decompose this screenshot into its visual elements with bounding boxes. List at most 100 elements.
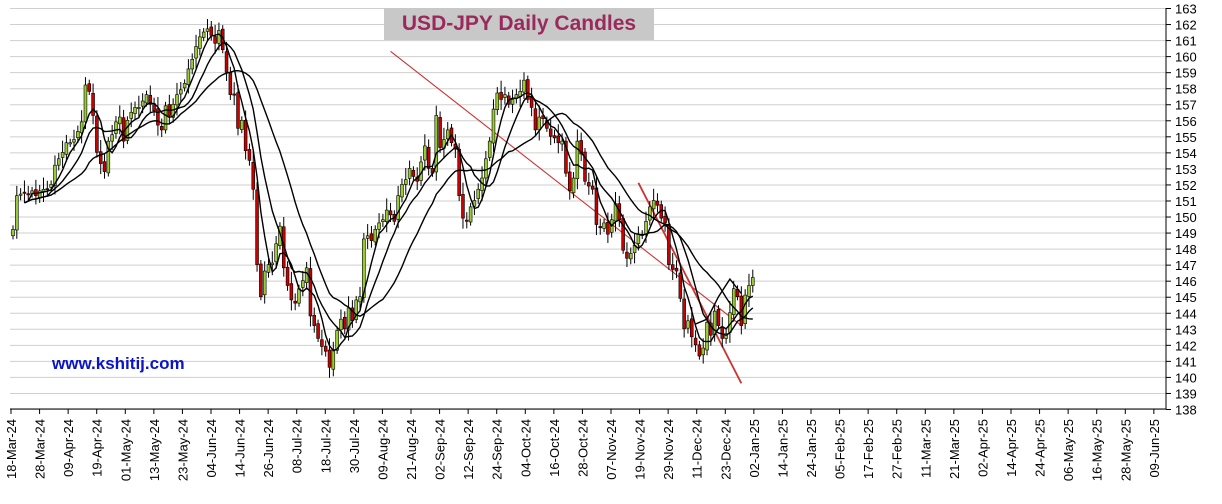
y-tick-label: 157 [1175,98,1197,113]
y-tick-label: 149 [1175,226,1197,241]
y-tick-label: 140 [1175,370,1197,385]
x-tick-label: 26-Jun-24 [261,419,276,478]
candle-down [564,140,568,174]
candle-up [270,262,275,265]
x-tick-label: 21-Mar-25 [947,419,962,479]
candle-down [667,223,671,265]
candle-down [670,264,675,270]
candle-down [579,140,583,155]
candle-down [22,191,27,194]
candle-down [98,151,103,164]
candle-down [285,266,290,286]
long-downtrend-line [390,50,742,327]
candle-down [682,298,686,330]
candle-up [743,294,747,324]
candle-up [731,288,736,315]
watermark-url: www.kshitij.com [52,354,185,373]
x-tick-label: 28-May-25 [1118,419,1133,481]
x-tick-label: 19-Apr-24 [90,419,105,477]
candle-up [129,111,133,119]
candle-up [15,195,19,231]
candle-up [510,99,515,105]
candle-up [751,277,755,286]
candle-up [476,188,480,199]
candle-down [529,97,534,108]
candle-down [259,263,263,298]
candle-up [68,142,72,145]
y-tick-label: 150 [1175,210,1197,225]
candle-down [567,171,572,192]
x-tick-label: 04-Jun-24 [204,419,219,478]
candle-up [335,330,339,351]
x-tick-label: 28-Oct-24 [575,419,590,477]
candle-up [83,84,88,123]
candle-down [625,251,629,259]
x-tick-label: 11-Dec-24 [690,419,705,479]
x-tick-label: 16-Oct-24 [547,419,562,477]
candle-down [213,36,217,44]
x-tick-label: 06-May-25 [1061,419,1076,481]
candle-down [598,226,603,229]
candle-down [655,200,660,206]
candle-up [602,222,606,229]
y-tick-label: 147 [1175,258,1197,273]
candle-up [198,36,202,49]
candle-down [209,26,214,36]
y-tick-label: 162 [1175,18,1197,33]
candle-down [26,193,31,196]
y-tick-label: 144 [1175,306,1197,321]
moving-average-10 [24,42,754,339]
candle-up [747,285,751,297]
y-tick-label: 152 [1175,178,1197,193]
candle-down [587,182,591,187]
candle-down [255,189,259,265]
x-tick-label: 09-Jun-25 [1147,419,1162,478]
x-tick-label: 28-Mar-24 [33,419,48,479]
candle-up [79,121,84,134]
candle-up [37,190,42,198]
y-tick-label: 161 [1175,34,1197,49]
x-tick-label: 14-Jun-24 [233,419,248,478]
y-tick-label: 151 [1175,194,1197,209]
y-tick-label: 141 [1175,354,1197,369]
candle-up [175,94,179,106]
x-tick-label: 29-Nov-24 [661,419,676,480]
candle-up [262,270,267,296]
candle-up [201,31,206,38]
candle-down [148,94,153,105]
candle-down [312,315,317,326]
x-tick-label: 24-Apr-25 [1033,419,1048,477]
x-tick-label: 02-Sep-24 [433,419,448,480]
candle-up [407,168,412,179]
horizontal-gridlines [10,8,1166,410]
candle-up [636,233,641,244]
candle-down [236,92,240,129]
y-tick-label: 139 [1175,386,1197,401]
y-tick-label: 160 [1175,50,1197,65]
candle-down [95,115,99,153]
candle-down [293,300,297,304]
x-tick-label: 02-Jan-25 [747,419,762,478]
candle-down [720,326,725,339]
candle-down [690,318,694,338]
candle-up [575,140,580,179]
x-tick-label: 14-Jan-25 [775,419,790,478]
candle-up [445,129,450,140]
candle-up [651,200,656,210]
candle-down [251,162,255,190]
candle-down [590,185,595,190]
candle-up [133,107,137,114]
candle-down [678,272,683,299]
candle-up [190,59,194,70]
y-tick-label: 148 [1175,242,1197,257]
candle-up [18,193,23,196]
candle-down [411,170,416,177]
x-tick-label: 30-Jul-24 [347,419,362,473]
candle-up [560,140,564,145]
x-tick-label: 04-Oct-24 [518,419,533,477]
chart-title-background [384,8,654,40]
candle-up [106,140,111,174]
x-tick-label: 27-Feb-25 [890,419,905,479]
candle-down [232,93,236,96]
candle-down [45,188,50,191]
